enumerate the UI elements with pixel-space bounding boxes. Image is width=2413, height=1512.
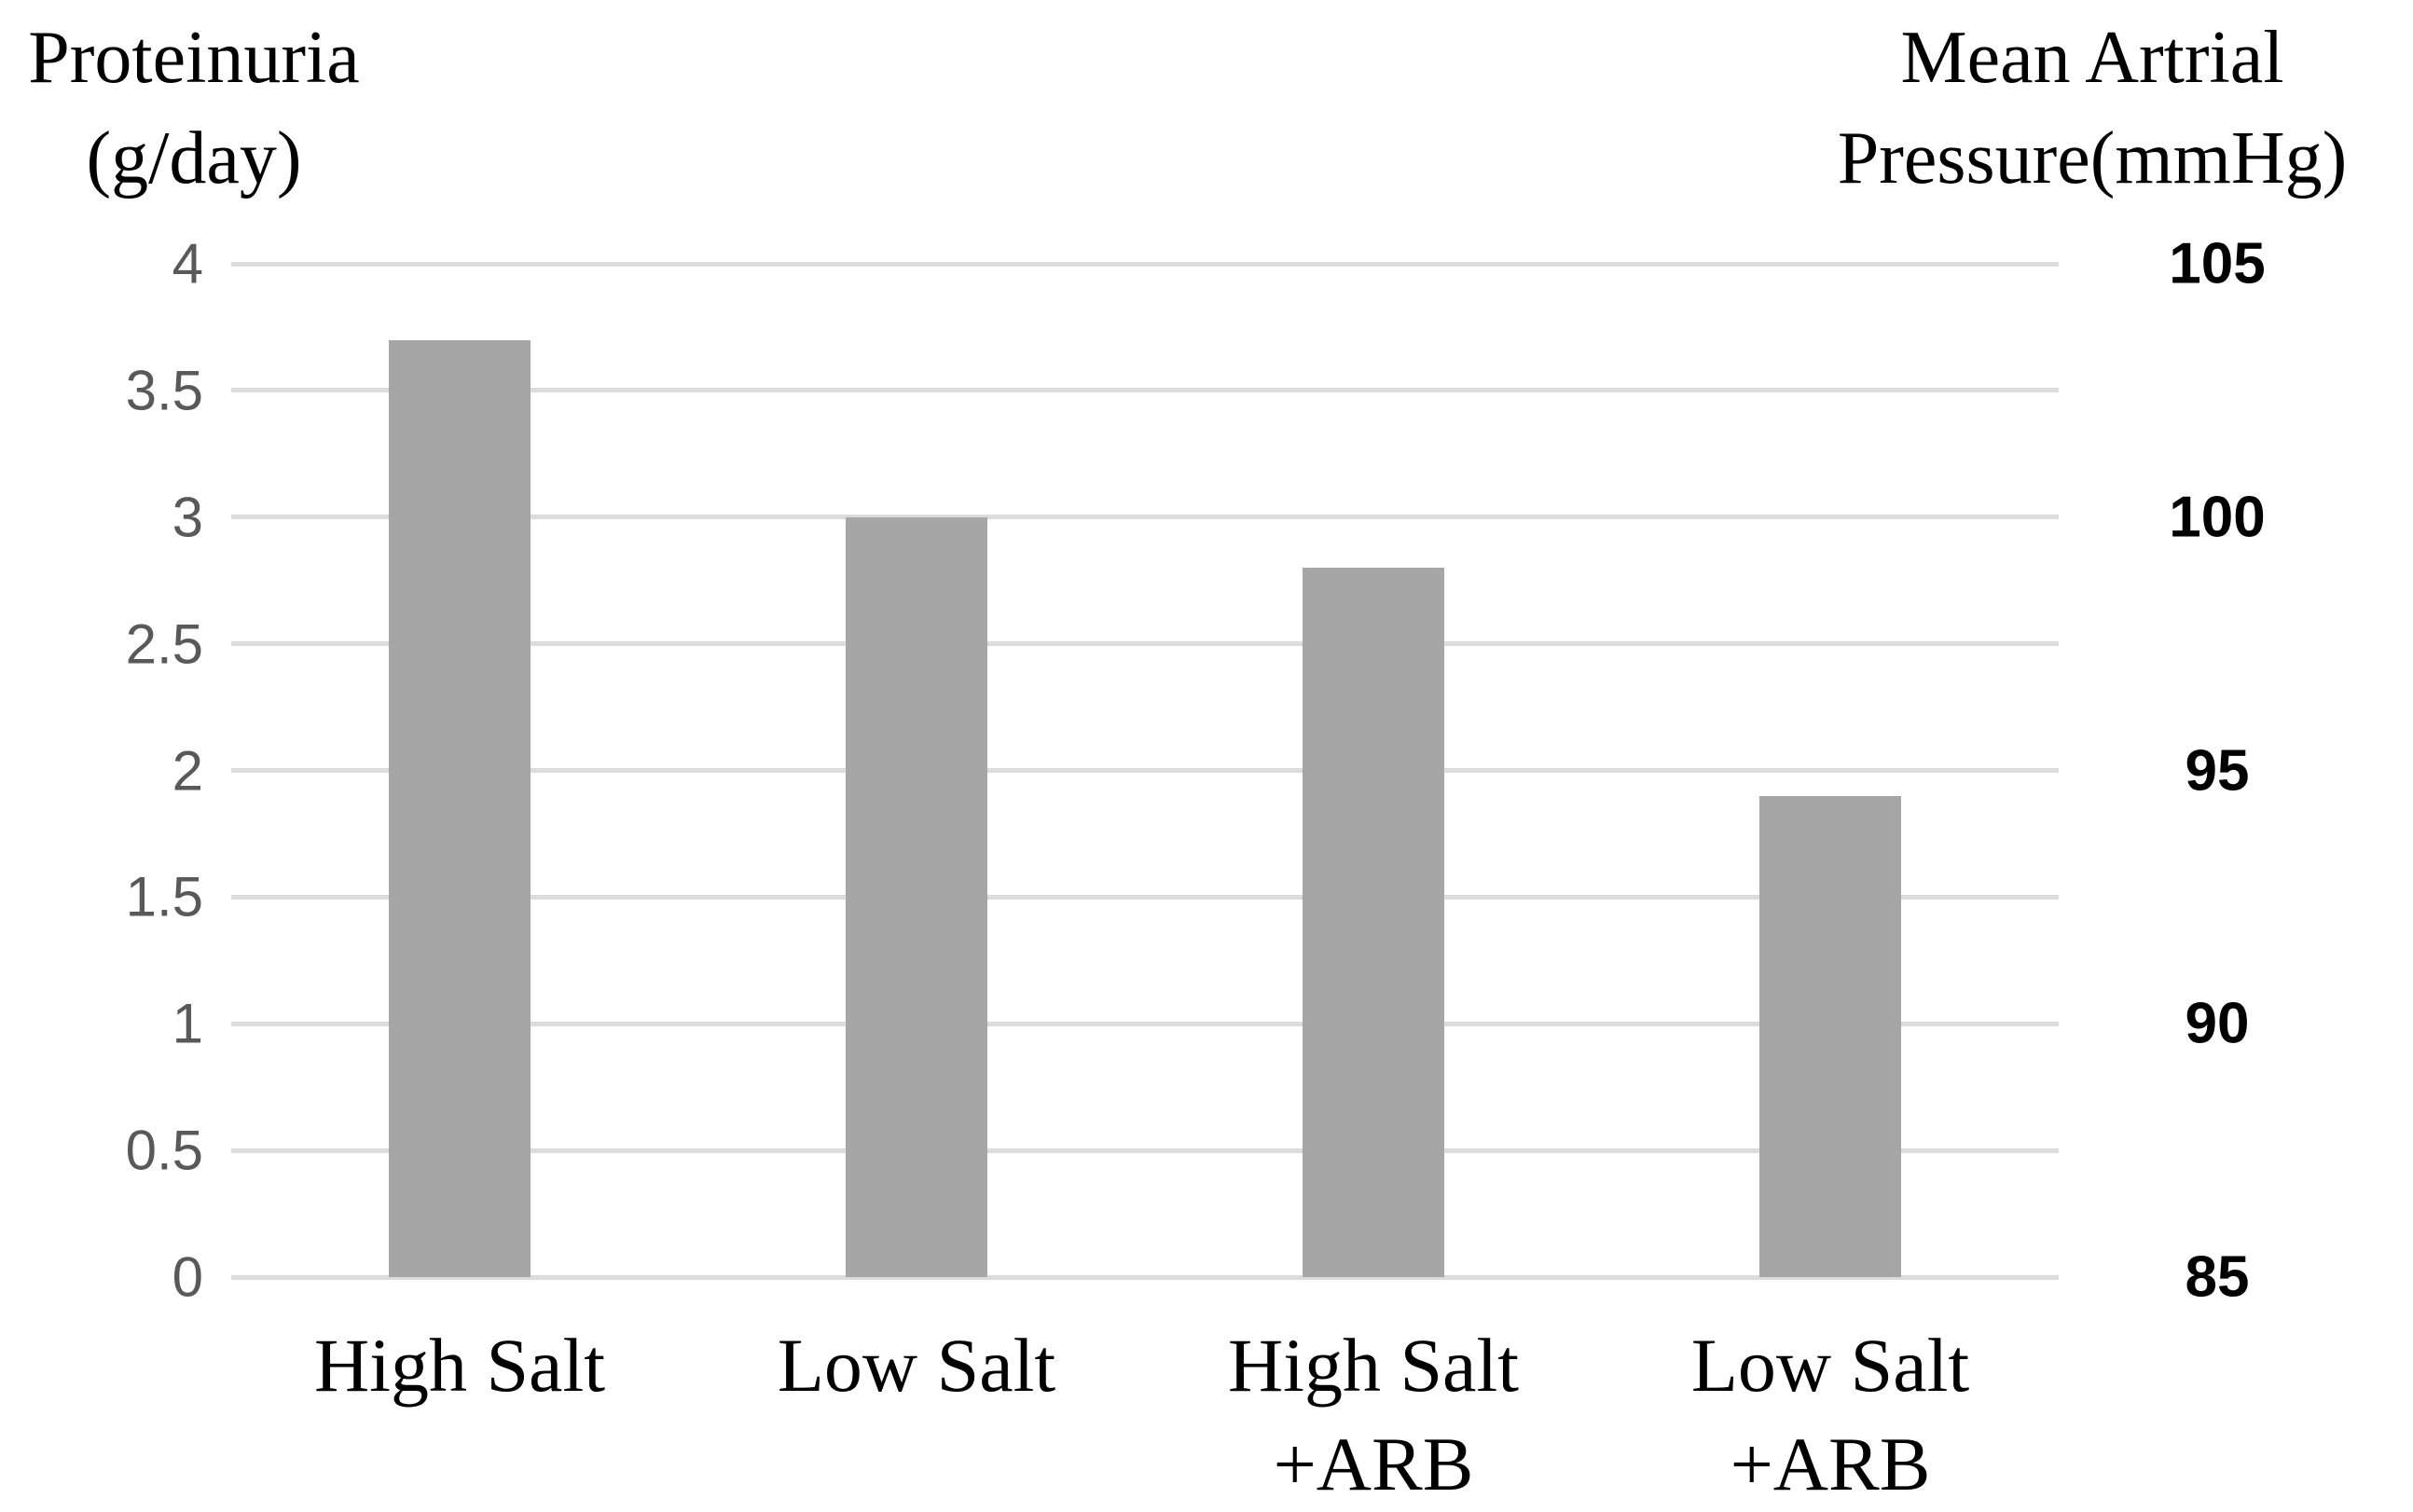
gridline-2.5 [231, 641, 2059, 647]
x-label-line: Low Salt [1690, 1323, 1970, 1408]
x-label-line: Low Salt [777, 1323, 1056, 1408]
x-label-low-salt-arb: Low Salt +ARB [1602, 1316, 2059, 1512]
bar-high-salt-arb [1303, 568, 1444, 1277]
left-axis-tick-1: 1 [172, 992, 203, 1055]
right-axis-tick-85: 85 [2185, 1244, 2250, 1310]
left-axis-title: Proteinuria (g/day) [7, 7, 380, 209]
x-label-line: High Salt [313, 1323, 606, 1408]
right-axis-tick-95: 95 [2185, 738, 2250, 803]
right-axis-title: Mean Artrial Pressure(mmHg) [1794, 7, 2391, 209]
right-axis-tick-90: 90 [2185, 991, 2250, 1056]
gridline-4 [231, 261, 2059, 267]
gridline-3.5 [231, 388, 2059, 393]
right-axis-tick-105: 105 [2169, 231, 2266, 296]
bar-high-salt [389, 339, 531, 1277]
x-label-line: +ARB [1273, 1422, 1474, 1506]
gridline-1 [231, 1021, 2059, 1026]
gridline-3 [231, 515, 2059, 520]
left-axis-title-line2: (g/day) [86, 117, 302, 199]
bar-low-salt [846, 516, 987, 1277]
left-axis-tick-2: 2 [172, 739, 203, 802]
left-axis-tick-0.5: 0.5 [125, 1119, 203, 1182]
gridline-2 [231, 768, 2059, 773]
bar-low-salt-arb [1759, 795, 1901, 1277]
plot-area [231, 261, 2059, 1280]
left-axis-title-line1: Proteinuria [28, 17, 360, 99]
right-axis-title-line1: Mean Artrial [1900, 17, 2284, 99]
left-axis-tick-3.5: 3.5 [125, 359, 203, 422]
x-label-line: +ARB [1730, 1422, 1931, 1506]
x-label-low-salt: Low Salt [688, 1316, 1145, 1415]
right-axis-tick-100: 100 [2169, 485, 2266, 550]
left-axis-tick-2.5: 2.5 [125, 612, 203, 676]
left-axis-tick-0: 0 [172, 1245, 203, 1309]
gridline-0.5 [231, 1148, 2059, 1153]
left-axis-tick-1.5: 1.5 [125, 865, 203, 928]
x-label-line: High Salt [1227, 1323, 1520, 1408]
gridline-1.5 [231, 894, 2059, 900]
left-axis-tick-3: 3 [172, 486, 203, 549]
left-axis-tick-4: 4 [172, 232, 203, 296]
x-label-high-salt: High Salt [231, 1316, 688, 1415]
gridline-0 [231, 1274, 2059, 1280]
x-label-high-salt-arb: High Salt +ARB [1145, 1316, 1602, 1512]
right-axis-title-line2: Pressure(mmHg) [1837, 117, 2348, 199]
